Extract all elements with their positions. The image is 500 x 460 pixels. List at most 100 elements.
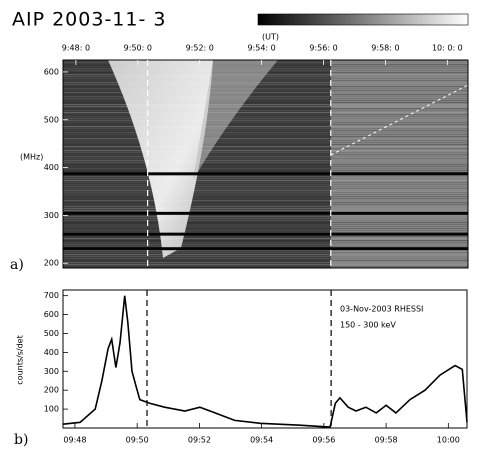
x-tick-label: 9:54: 0 — [247, 44, 275, 53]
y-tick-label: 100 — [44, 405, 59, 414]
spectrogram-stripe — [63, 164, 468, 166]
spectrogram-stripe — [63, 90, 468, 92]
y-tick-label: 700 — [44, 291, 59, 300]
y-tick-label: 500 — [44, 329, 59, 338]
title: AIP 2003-11- 3 — [12, 9, 166, 31]
spectrogram-stripe — [63, 110, 468, 112]
spectrogram-stripe — [63, 222, 468, 224]
spectrogram-stripe — [63, 92, 468, 94]
x-tick-label: 9:56: 0 — [309, 44, 337, 53]
spectrogram-stripe — [63, 252, 468, 254]
y-tick-label: 300 — [44, 211, 59, 220]
spectrogram-stripe — [63, 158, 468, 160]
spectrogram-stripe — [63, 162, 468, 164]
spectrogram-stripe — [63, 130, 468, 132]
spectrogram-stripe — [63, 168, 468, 170]
spectrogram-stripe — [63, 188, 468, 190]
dark-band — [63, 172, 468, 176]
spectrogram-stripe — [63, 196, 468, 198]
spectrogram-stripe — [63, 206, 468, 208]
spectrogram-stripe — [63, 134, 468, 136]
spectrogram-stripe — [63, 86, 468, 88]
spectrogram-stripe — [63, 254, 468, 256]
spectrogram-stripe — [63, 244, 468, 246]
plot-frame — [62, 59, 469, 269]
spectrogram-stripe — [63, 238, 468, 240]
y-tick-label: 600 — [44, 310, 59, 319]
spectrogram-stripe — [63, 194, 468, 196]
spectrogram-stripe — [63, 242, 468, 244]
y-tick-label: 300 — [44, 367, 59, 376]
spectrogram-stripe — [63, 156, 468, 158]
spectrogram-stripe — [63, 122, 468, 124]
spectrogram-stripe — [63, 132, 468, 134]
spectrogram-stripe — [63, 210, 468, 212]
dark-band — [63, 232, 468, 236]
spectrogram-stripe — [63, 228, 468, 230]
spectrogram-stripe — [63, 224, 468, 226]
x-tick-label: 09:50 — [126, 436, 149, 445]
burst — [108, 60, 213, 258]
spectrogram-stripe — [63, 186, 468, 188]
spectrogram-stripe — [63, 178, 468, 180]
spectrogram-stripe — [63, 100, 468, 102]
spectrogram-stripe — [63, 240, 468, 242]
y-tick-label: 200 — [44, 386, 59, 395]
x-tick-label: 09:48 — [63, 436, 86, 445]
spectrogram-stripe — [63, 176, 468, 178]
x-tick-label: 09:58 — [375, 436, 398, 445]
colorbar — [257, 13, 469, 26]
spectrogram-stripe — [63, 126, 468, 128]
spectrogram-stripe — [63, 150, 468, 152]
panel-label: b) — [14, 432, 28, 448]
x-tick-label: 9:48: 0 — [62, 44, 90, 53]
spectrogram-stripe — [63, 204, 468, 206]
spectrogram-stripe — [63, 246, 468, 248]
spectrogram-stripe — [63, 250, 468, 252]
spectrogram-stripe — [63, 144, 468, 146]
spectrogram-stripe — [63, 170, 468, 172]
spectrogram-stripe — [63, 138, 468, 140]
spectrogram-stripe — [63, 180, 468, 182]
spectrogram-stripe — [63, 208, 468, 210]
spectrogram-stripe — [63, 200, 468, 202]
spectrogram-stripe — [63, 108, 468, 110]
spectrogram-stripe — [63, 96, 468, 98]
spectrogram-stripe — [63, 160, 468, 162]
annotation: 03-Nov-2003 RHESSI — [340, 305, 423, 314]
spectrogram-stripe — [63, 114, 468, 116]
spectrogram-stripe — [63, 236, 468, 238]
spectrogram-stripe — [63, 84, 468, 86]
spectrogram-stripe — [63, 82, 468, 84]
spectrogram-stripe — [63, 230, 468, 232]
spectrogram-stripe — [63, 260, 468, 262]
y-tick-label: 400 — [44, 348, 59, 357]
x-tick-label: 9:52: 0 — [186, 44, 214, 53]
spectrogram-stripe — [63, 154, 468, 156]
spectrogram-stripe — [63, 102, 468, 104]
annotation: 150 - 300 keV — [340, 321, 396, 330]
line-series — [62, 295, 468, 428]
spectrogram-stripe — [63, 118, 468, 120]
spectrogram-stripe — [63, 258, 468, 260]
y-axis-label: counts/s/det — [16, 335, 25, 384]
spectrogram-stripe — [63, 256, 468, 258]
spectrogram-stripe — [63, 190, 468, 192]
spectrogram-stripe — [63, 266, 468, 268]
x-tick-label: 09:54 — [250, 436, 273, 445]
spectrogram-stripe — [63, 218, 468, 220]
spectrogram-stripe — [63, 202, 468, 204]
spectrogram-stripe — [63, 216, 468, 218]
spectrogram-stripe — [63, 226, 468, 228]
spectrogram-stripe — [63, 112, 468, 114]
spectrogram-stripe — [63, 120, 468, 122]
spectrogram-stripe — [63, 142, 468, 144]
x-tick-label: 09:52 — [188, 436, 211, 445]
spectrogram-stripe — [63, 146, 468, 148]
panel-label: a) — [10, 257, 24, 273]
spectrogram-image — [63, 60, 469, 268]
spectrogram-stripe — [63, 232, 468, 234]
spectrogram-stripe — [63, 182, 468, 184]
y-axis-label: (MHz) — [20, 153, 43, 162]
colorbar-label: (UT) — [262, 33, 279, 42]
